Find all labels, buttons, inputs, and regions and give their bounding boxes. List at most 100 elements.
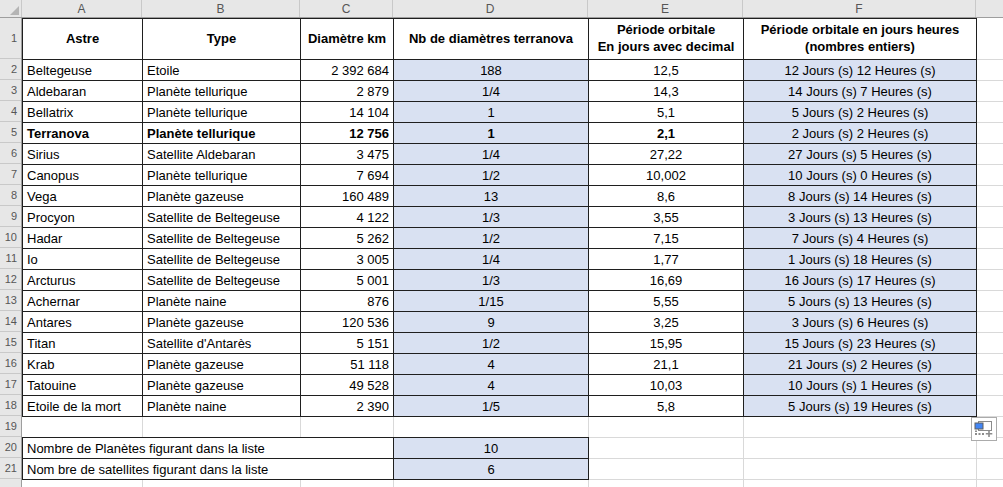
cell-astre[interactable]: Etoile de la mort (23, 396, 143, 417)
cell-periode-jh[interactable]: 27 Jours (s) 5 Heures (s) (744, 144, 977, 165)
row-header-20[interactable]: 20 (0, 437, 21, 458)
row-header-9[interactable]: 9 (0, 206, 21, 227)
row-header-3[interactable]: 3 (0, 80, 21, 101)
cell-astre[interactable]: Procyon (23, 207, 143, 228)
cell-periode-jh[interactable]: 10 Jours (s) 0 Heures (s) (744, 165, 977, 186)
cell-type[interactable]: Etoile (143, 60, 301, 81)
row-header-6[interactable]: 6 (0, 143, 21, 164)
column-header-b[interactable]: B (142, 0, 300, 17)
cell-nb-diametres[interactable]: 1/15 (394, 291, 589, 312)
cell-type[interactable]: Planète tellurique (143, 165, 301, 186)
column-header-d[interactable]: D (393, 0, 588, 17)
row-header-17[interactable]: 17 (0, 374, 21, 395)
cell-astre[interactable]: Vega (23, 186, 143, 207)
cell-diametre[interactable]: 51 118 (301, 354, 394, 375)
header-cell-type[interactable]: Type (143, 19, 301, 60)
cell-nb-diametres[interactable]: 1/2 (394, 333, 589, 354)
cell-nb-diametres[interactable]: 1 (394, 102, 589, 123)
cell-periode[interactable]: 1,77 (589, 249, 744, 270)
cell-periode[interactable]: 5,1 (589, 102, 744, 123)
cell-diametre[interactable]: 876 (301, 291, 394, 312)
header-cell-nb-diametres[interactable]: Nb de diamètres terranova (394, 19, 589, 60)
auto-fill-options-button[interactable] (971, 417, 997, 441)
cell-nb-diametres[interactable]: 9 (394, 312, 589, 333)
row-header-7[interactable]: 7 (0, 164, 21, 185)
cell-astre[interactable]: Tatouine (23, 375, 143, 396)
cell-nb-diametres[interactable]: 1/5 (394, 396, 589, 417)
cell-diametre[interactable]: 49 528 (301, 375, 394, 396)
row-header-5[interactable]: 5 (0, 122, 21, 143)
cell-periode-jh[interactable]: 12 Jours (s) 12 Heures (s) (744, 60, 977, 81)
row-header-12[interactable]: 12 (0, 269, 21, 290)
cell-diametre[interactable]: 3 475 (301, 144, 394, 165)
cell-periode-jh[interactable]: 15 Jours (s) 23 Heures (s) (744, 333, 977, 354)
cell-nb-diametres[interactable]: 4 (394, 375, 589, 396)
cell-astre[interactable]: Bellatrix (23, 102, 143, 123)
cell-diametre[interactable]: 2 392 684 (301, 60, 394, 81)
cell-periode[interactable]: 5,8 (589, 396, 744, 417)
cell-type[interactable]: Planète gazeuse (143, 312, 301, 333)
summary-label-planetes[interactable]: Nombre de Planètes figurant dans la list… (23, 438, 394, 459)
row-header-1[interactable]: 1 (0, 18, 21, 59)
cell-periode-jh[interactable]: 5 Jours (s) 19 Heures (s) (744, 396, 977, 417)
cell-diametre[interactable]: 14 104 (301, 102, 394, 123)
row-header-15[interactable]: 15 (0, 332, 21, 353)
summary-label-satellites[interactable]: Nom bre de satellites figurant dans la l… (23, 459, 394, 480)
column-header-c[interactable]: C (300, 0, 393, 17)
cell-astre[interactable]: Krab (23, 354, 143, 375)
cell-type[interactable]: Satellite de Beltegeuse (143, 270, 301, 291)
cell-periode-jh[interactable]: 3 Jours (s) 6 Heures (s) (744, 312, 977, 333)
cell-periode-jh[interactable]: 16 Jours (s) 17 Heures (s) (744, 270, 977, 291)
cell-periode-jh[interactable]: 10 Jours (s) 1 Heures (s) (744, 375, 977, 396)
cell-nb-diametres[interactable]: 4 (394, 354, 589, 375)
cell-astre[interactable]: Achernar (23, 291, 143, 312)
cell-periode-jh[interactable]: 3 Jours (s) 13 Heures (s) (744, 207, 977, 228)
cell-diametre[interactable]: 4 122 (301, 207, 394, 228)
row-header-18[interactable]: 18 (0, 395, 21, 416)
cell-periode[interactable]: 7,15 (589, 228, 744, 249)
cell-periode-jh[interactable]: 8 Jours (s) 14 Heures (s) (744, 186, 977, 207)
cell-periode[interactable]: 10,002 (589, 165, 744, 186)
cell-diametre[interactable]: 2 879 (301, 81, 394, 102)
column-header-g-partial[interactable] (976, 0, 1003, 17)
header-cell-periode-jh[interactable]: Période orbitale en jours heures (nombre… (744, 19, 977, 60)
select-all-corner[interactable] (0, 0, 22, 17)
cell-periode[interactable]: 27,22 (589, 144, 744, 165)
cell-nb-diametres[interactable]: 1/4 (394, 249, 589, 270)
cell-periode[interactable]: 3,25 (589, 312, 744, 333)
cell-astre[interactable]: Aldebaran (23, 81, 143, 102)
row-header-8[interactable]: 8 (0, 185, 21, 206)
cell-astre[interactable]: Titan (23, 333, 143, 354)
cell-astre[interactable]: Sirius (23, 144, 143, 165)
cell-type[interactable]: Satellite de Beltegeuse (143, 207, 301, 228)
cell-periode[interactable]: 3,55 (589, 207, 744, 228)
column-header-a[interactable]: A (22, 0, 142, 17)
cell-astre[interactable]: Io (23, 249, 143, 270)
cell-periode-jh[interactable]: 14 Jours (s) 7 Heures (s) (744, 81, 977, 102)
header-cell-diametre[interactable]: Diamètre km (301, 19, 394, 60)
cell-periode[interactable]: 8,6 (589, 186, 744, 207)
row-header-10[interactable]: 10 (0, 227, 21, 248)
cell-periode-jh[interactable]: 5 Jours (s) 13 Heures (s) (744, 291, 977, 312)
cell-type[interactable]: Satellite Aldebaran (143, 144, 301, 165)
cell-periode-jh[interactable]: 5 Jours (s) 2 Heures (s) (744, 102, 977, 123)
cell-astre[interactable]: Beltegeuse (23, 60, 143, 81)
row-header-21[interactable]: 21 (0, 458, 21, 479)
cell-astre[interactable]: Arcturus (23, 270, 143, 291)
column-header-f[interactable]: F (743, 0, 976, 17)
row-header-11[interactable]: 11 (0, 248, 21, 269)
cell-periode-jh[interactable]: 1 Jours (s) 18 Heures (s) (744, 249, 977, 270)
cell-periode-jh[interactable]: 7 Jours (s) 4 Heures (s) (744, 228, 977, 249)
cell-type[interactable]: Planète tellurique (143, 102, 301, 123)
cell-nb-diametres[interactable]: 1/3 (394, 207, 589, 228)
cell-diametre[interactable]: 120 536 (301, 312, 394, 333)
cell-type[interactable]: Planète tellurique (143, 81, 301, 102)
row-header-16[interactable]: 16 (0, 353, 21, 374)
cell-type[interactable]: Satellite de Beltegeuse (143, 249, 301, 270)
cell-diametre[interactable]: 3 005 (301, 249, 394, 270)
header-cell-astre[interactable]: Astre (23, 19, 143, 60)
header-cell-periode[interactable]: Période orbitale En jours avec decimal (589, 19, 744, 60)
cell-diametre[interactable]: 5 151 (301, 333, 394, 354)
cell-periode[interactable]: 16,69 (589, 270, 744, 291)
cell-nb-diametres[interactable]: 1/4 (394, 81, 589, 102)
